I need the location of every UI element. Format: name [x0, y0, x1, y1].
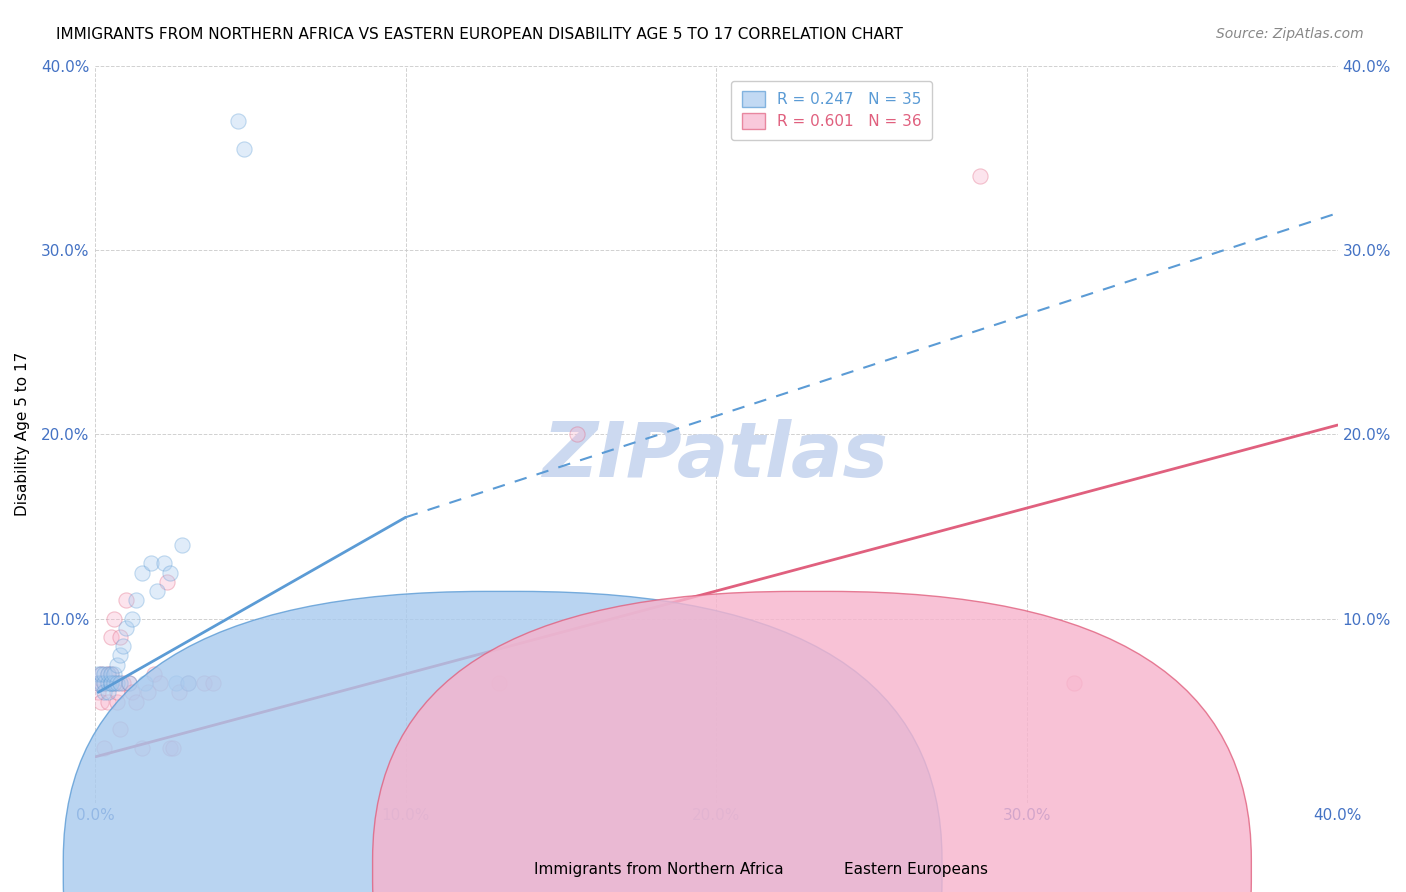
Point — [124, 694, 146, 708]
Point — [90, 676, 112, 690]
Point — [97, 694, 120, 708]
Point — [149, 676, 172, 690]
Point — [87, 666, 110, 681]
Point — [93, 685, 115, 699]
Point — [100, 666, 122, 681]
Point — [103, 611, 125, 625]
Text: ZIPatlas: ZIPatlas — [543, 419, 890, 493]
Point — [162, 740, 184, 755]
Point — [103, 666, 125, 681]
Point — [100, 630, 122, 644]
Point — [159, 740, 181, 755]
Y-axis label: Disability Age 5 to 17: Disability Age 5 to 17 — [15, 352, 30, 516]
Point — [108, 722, 131, 736]
Point — [93, 740, 115, 755]
Point — [165, 676, 187, 690]
Legend: R = 0.247   N = 35, R = 0.601   N = 36: R = 0.247 N = 35, R = 0.601 N = 36 — [731, 80, 932, 140]
Point — [87, 676, 110, 690]
Point — [233, 142, 256, 156]
Point — [97, 685, 120, 699]
Point — [100, 676, 122, 690]
Point — [97, 676, 120, 690]
Point — [97, 666, 120, 681]
Point — [100, 676, 122, 690]
Point — [155, 574, 177, 589]
Point — [136, 685, 159, 699]
Point — [115, 621, 138, 635]
Point — [108, 630, 131, 644]
Point — [134, 676, 156, 690]
Point — [108, 648, 131, 663]
Point — [105, 685, 128, 699]
Point — [1063, 676, 1085, 690]
Point — [121, 685, 143, 699]
Point — [93, 676, 115, 690]
Point — [121, 611, 143, 625]
Point — [488, 676, 510, 690]
Point — [105, 676, 128, 690]
Point — [226, 114, 249, 128]
Point — [172, 538, 194, 552]
Point — [118, 676, 141, 690]
Point — [97, 666, 120, 681]
Point — [112, 639, 135, 653]
Text: Immigrants from Northern Africa: Immigrants from Northern Africa — [534, 863, 785, 877]
Point — [105, 694, 128, 708]
Point — [146, 583, 169, 598]
Point — [108, 676, 131, 690]
Point — [139, 556, 162, 570]
Point — [565, 427, 588, 442]
Point — [969, 169, 991, 184]
Point — [90, 666, 112, 681]
Text: Source: ZipAtlas.com: Source: ZipAtlas.com — [1216, 27, 1364, 41]
Point — [115, 593, 138, 607]
Point — [93, 666, 115, 681]
Point — [159, 566, 181, 580]
Point — [90, 694, 112, 708]
Point — [177, 676, 200, 690]
Point — [100, 666, 122, 681]
Point — [118, 676, 141, 690]
Point — [167, 685, 190, 699]
Point — [87, 685, 110, 699]
Point — [193, 676, 215, 690]
Point — [177, 676, 200, 690]
Point — [105, 657, 128, 672]
Point — [152, 556, 174, 570]
Point — [143, 666, 166, 681]
Point — [124, 593, 146, 607]
Point — [103, 676, 125, 690]
Point — [131, 566, 153, 580]
Point — [202, 676, 225, 690]
Text: IMMIGRANTS FROM NORTHERN AFRICA VS EASTERN EUROPEAN DISABILITY AGE 5 TO 17 CORRE: IMMIGRANTS FROM NORTHERN AFRICA VS EASTE… — [56, 27, 903, 42]
Point — [93, 676, 115, 690]
Point — [90, 666, 112, 681]
Point — [87, 676, 110, 690]
Point — [112, 676, 135, 690]
Text: Eastern Europeans: Eastern Europeans — [844, 863, 987, 877]
Point — [131, 740, 153, 755]
Point — [103, 676, 125, 690]
